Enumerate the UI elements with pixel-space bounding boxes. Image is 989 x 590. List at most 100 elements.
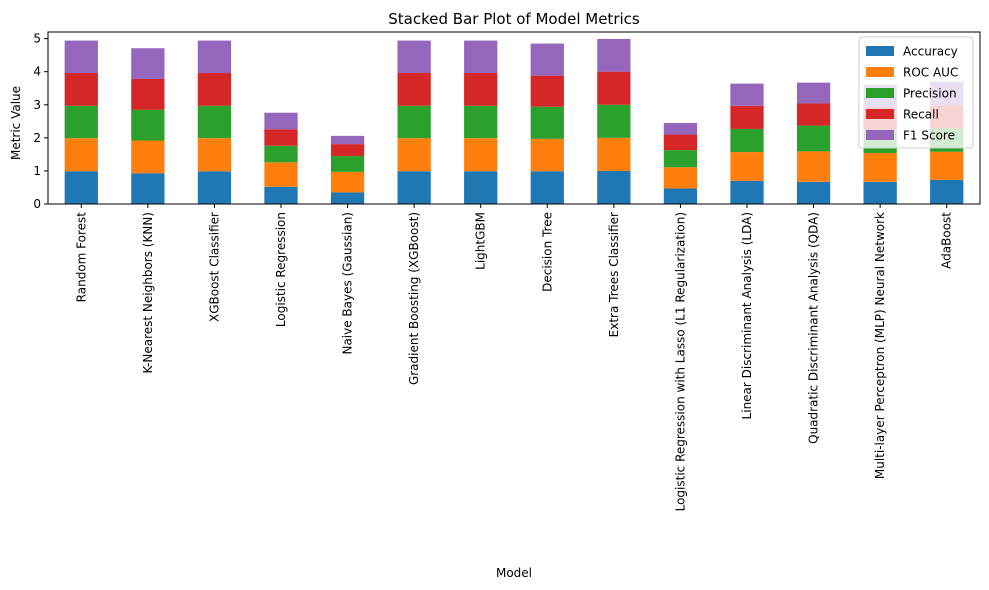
legend-label: Precision	[903, 87, 957, 101]
bar-segment	[330, 135, 365, 145]
x-tick-label: Naive Bayes (Gaussian)	[341, 212, 355, 355]
bar-segment	[796, 181, 831, 204]
legend-swatch	[866, 67, 894, 77]
bar-segment	[663, 188, 698, 204]
bar-segment	[64, 138, 98, 172]
bar-segment	[264, 162, 298, 187]
bar-segment	[530, 43, 564, 76]
bar-segment	[64, 73, 98, 106]
bar-segment	[397, 40, 431, 74]
bar-segment	[264, 112, 298, 130]
bar-segment	[330, 192, 365, 204]
bar-segment	[131, 173, 165, 204]
bar-segment	[264, 186, 298, 204]
bar-segment	[530, 75, 564, 107]
bar-segment	[597, 104, 631, 138]
legend-label: ROC AUC	[903, 66, 958, 80]
y-tick-label: 0	[33, 197, 41, 211]
legend-box	[858, 36, 974, 149]
y-axis-label: Metric Value	[9, 86, 23, 160]
chart-title: Stacked Bar Plot of Model Metrics	[388, 10, 640, 28]
x-tick-label: XGBoost Classifier	[207, 212, 221, 322]
bar-segment	[197, 138, 232, 172]
axes-frame	[47, 31, 981, 205]
legend-swatch	[866, 88, 894, 98]
bar-segment	[197, 73, 232, 106]
legend-label: Recall	[903, 108, 939, 122]
x-tick-label: LightGBM	[474, 212, 488, 270]
bar-segment	[197, 171, 232, 204]
x-tick-label: Quadratic Discriminant Analysis (QDA)	[807, 212, 821, 444]
bar-segment	[464, 40, 498, 74]
bar-segment	[663, 122, 698, 135]
bar-segment	[131, 109, 165, 141]
x-tick-label: AdaBoost	[940, 212, 954, 269]
x-tick-label: Extra Trees Classifier	[607, 212, 621, 337]
bar-segment	[663, 167, 698, 189]
bar-segment	[730, 152, 764, 181]
bar-segment	[863, 181, 897, 204]
x-tick-label: Gradient Boosting (XGBoost)	[407, 212, 421, 385]
bar-segment	[131, 78, 165, 110]
x-axis-label: Model	[496, 566, 532, 580]
bar-segment	[397, 105, 431, 139]
bar-segment	[397, 171, 431, 204]
bar-segment	[930, 151, 964, 180]
y-tick-label: 2	[33, 131, 41, 145]
bar-segment	[330, 144, 365, 157]
bar-segment	[930, 179, 964, 204]
bar-segment	[796, 125, 831, 152]
bar-segment	[663, 150, 698, 168]
bar-segment	[730, 128, 764, 153]
bar-segment	[597, 170, 631, 204]
bar-segment	[730, 105, 764, 129]
bar-segment	[131, 48, 165, 79]
legend: Accuracy ROC AUC Precision Recall F1 Score	[858, 36, 974, 149]
y-tick-label: 1	[33, 164, 41, 178]
bar-segment	[464, 171, 498, 204]
bar-segment	[464, 105, 498, 139]
plot-area: Random Forest K-Nearest Neighbors (KNN) XG…	[33, 31, 981, 511]
bar-segment	[597, 38, 631, 72]
x-tick-label: Logistic Regression with Lasso (L1 Regul…	[673, 212, 687, 511]
x-tick-label: Random Forest	[74, 212, 88, 303]
x-tick-label: Multi-layer Perceptron (MLP) Neural Netw…	[873, 212, 887, 479]
legend-label: F1 Score	[903, 129, 955, 143]
bar-segment	[64, 40, 98, 74]
y-tick-label: 4	[33, 65, 41, 79]
legend-swatch	[866, 46, 894, 56]
bar-segment	[730, 180, 764, 204]
bar-segment	[863, 153, 897, 182]
y-tick-label: 3	[33, 98, 41, 112]
x-tick-label: Decision Tree	[540, 212, 554, 292]
bar-segment	[64, 171, 98, 204]
bar-segment	[464, 73, 498, 106]
bar-segment	[197, 105, 232, 139]
bar-segment	[64, 105, 98, 139]
legend-label: Accuracy	[903, 45, 958, 59]
bar-segment	[264, 145, 298, 163]
bar-segment	[530, 106, 564, 139]
bar-segment	[730, 83, 764, 106]
bar-segment	[131, 140, 165, 174]
bar-segment	[796, 82, 831, 104]
bar-segment	[330, 171, 365, 193]
bar-segment	[796, 151, 831, 182]
legend-swatch	[866, 109, 894, 119]
bar-segment	[464, 138, 498, 172]
bar-segment	[530, 138, 564, 172]
bar-segment	[663, 134, 698, 151]
bar-segment	[796, 103, 831, 126]
bar-segment	[397, 73, 431, 106]
bar-segment	[264, 129, 298, 146]
bar-segment	[597, 137, 631, 171]
bar-segment	[530, 171, 564, 204]
x-tick-label: K-Nearest Neighbors (KNN)	[141, 212, 155, 374]
bar-segment	[397, 138, 431, 172]
bar-segment	[330, 156, 365, 172]
bar-segment	[597, 71, 631, 105]
x-tick-label: Linear Discriminant Analysis (LDA)	[740, 212, 754, 419]
y-tick-label: 5	[33, 32, 41, 46]
x-tick-label: Logistic Regression	[274, 212, 288, 327]
